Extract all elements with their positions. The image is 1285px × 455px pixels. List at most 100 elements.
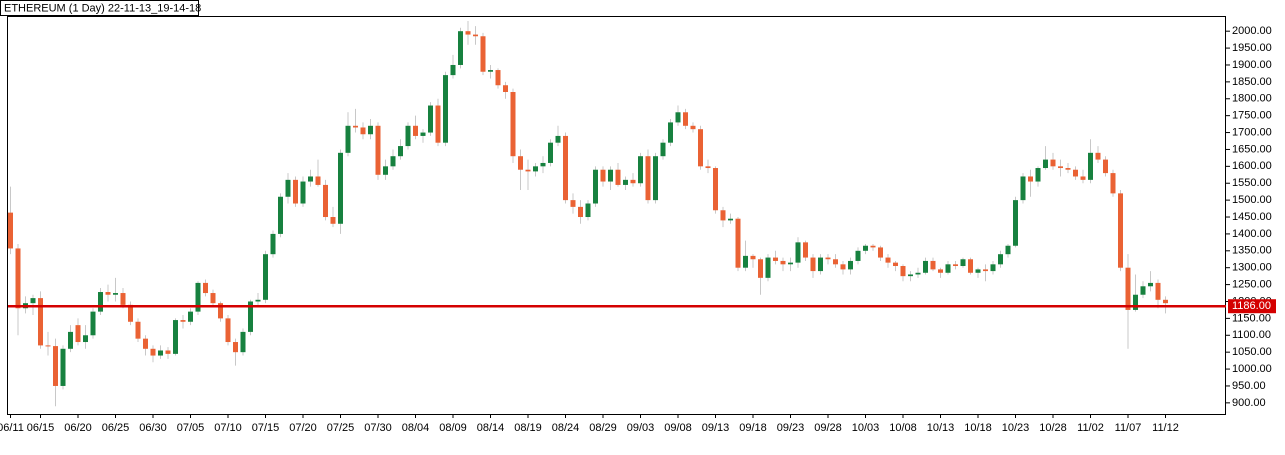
candle-body <box>413 125 418 136</box>
candle-body <box>1005 245 1011 255</box>
candle-body <box>488 70 493 72</box>
x-tick-label: 10/28 <box>1039 422 1067 434</box>
candle-body <box>90 311 96 336</box>
x-tick-label: 10/13 <box>927 422 955 434</box>
candle-body <box>1103 159 1108 174</box>
y-tick-label: 1250.00 <box>1232 279 1272 291</box>
y-tick-label: 1700.00 <box>1232 126 1272 138</box>
price-label-box <box>1228 299 1276 314</box>
candle-body <box>240 331 246 353</box>
candle-body <box>660 142 666 157</box>
candle-body <box>300 181 306 204</box>
candle-body <box>675 112 681 123</box>
candle-body <box>1088 152 1093 180</box>
y-tick-label: 1000.00 <box>1232 363 1272 375</box>
y-tick-label: 1800.00 <box>1232 93 1272 105</box>
candle-body <box>990 264 996 272</box>
candle-body <box>15 248 21 309</box>
candle-body <box>45 345 51 347</box>
y-tick-label: 1400.00 <box>1232 228 1272 240</box>
x-tick-label: 10/18 <box>964 422 992 434</box>
candle-body <box>1125 267 1131 310</box>
candle-body <box>968 259 973 273</box>
x-tick-label: 07/15 <box>252 422 280 434</box>
x-tick-label: 06/30 <box>139 422 167 434</box>
x-tick-label: 07/05 <box>177 422 205 434</box>
x-tick-label: 09/13 <box>702 422 730 434</box>
candle-body <box>450 64 456 76</box>
candle-body <box>165 350 171 354</box>
x-tick-label: 09/23 <box>777 422 805 434</box>
candle-body <box>825 257 831 260</box>
x-tick-label: 06/25 <box>102 422 130 434</box>
candle-body <box>683 112 688 126</box>
candle-body <box>1020 176 1026 201</box>
candle-body <box>360 127 366 135</box>
candle-body <box>788 262 793 265</box>
candle-body <box>375 125 381 175</box>
candle-body <box>585 203 591 218</box>
candle-body <box>960 259 966 267</box>
candle-body <box>1110 173 1116 194</box>
candle-body <box>548 142 553 163</box>
y-tick-label: 1100.00 <box>1232 329 1271 341</box>
candle-body <box>398 146 403 157</box>
candle-body <box>1050 159 1056 167</box>
candle-body <box>1133 294 1138 310</box>
y-tick-label: 950.00 <box>1232 380 1266 392</box>
candle-body <box>833 259 838 265</box>
candle-body <box>143 338 148 349</box>
candle-body <box>510 92 516 157</box>
candle-body <box>758 259 763 278</box>
candle-body <box>1028 176 1033 182</box>
candle-body <box>173 320 178 354</box>
y-tick-label: 1950.00 <box>1232 42 1272 54</box>
candle-body <box>390 156 396 167</box>
candle-body <box>105 292 111 295</box>
candle-body <box>1148 282 1153 287</box>
candle-body <box>1095 152 1101 160</box>
candle-body <box>345 125 351 153</box>
candle-body <box>98 292 103 312</box>
y-tick-label: 1550.00 <box>1232 177 1272 189</box>
candle-body <box>330 217 336 224</box>
candle-body <box>863 245 868 251</box>
x-tick-label: 06/20 <box>64 422 92 434</box>
y-tick-label: 1450.00 <box>1232 211 1272 223</box>
x-tick-label: 09/28 <box>814 422 842 434</box>
candle-body <box>270 233 276 255</box>
candle-body <box>353 125 358 128</box>
x-tick-label: 10/03 <box>852 422 880 434</box>
candle-body <box>383 166 388 175</box>
candle-body <box>518 156 523 170</box>
candle-body <box>698 129 703 167</box>
candle-body <box>53 346 58 386</box>
candle-body <box>218 303 223 319</box>
candle-body <box>248 301 253 332</box>
candle-body <box>885 257 891 263</box>
chart-title: ETHEREUM (1 Day) 22-11-13_19-14-18 <box>4 2 201 14</box>
candle-body <box>135 321 141 339</box>
candle-body <box>1013 200 1018 246</box>
y-tick-label: 1150.00 <box>1232 312 1271 324</box>
y-tick-label: 1850.00 <box>1232 76 1272 88</box>
candle-body <box>293 179 298 204</box>
candle-body <box>308 176 313 182</box>
candle-body <box>278 196 283 234</box>
candle-body <box>923 260 928 273</box>
candle-body <box>915 272 921 275</box>
x-tick-label: 08/24 <box>552 422 580 434</box>
candle-body <box>750 255 756 260</box>
x-tick-label: 10/08 <box>889 422 917 434</box>
candle-body <box>368 125 373 135</box>
y-tick-label: 1350.00 <box>1232 245 1272 257</box>
x-tick-label: 06/15 <box>27 422 55 434</box>
candle-body <box>38 298 43 346</box>
candle-body <box>630 179 636 184</box>
candle-body <box>668 122 673 143</box>
candle-body <box>323 184 328 218</box>
candle-body <box>608 169 613 182</box>
x-tick-label: 11/12 <box>1152 422 1179 434</box>
